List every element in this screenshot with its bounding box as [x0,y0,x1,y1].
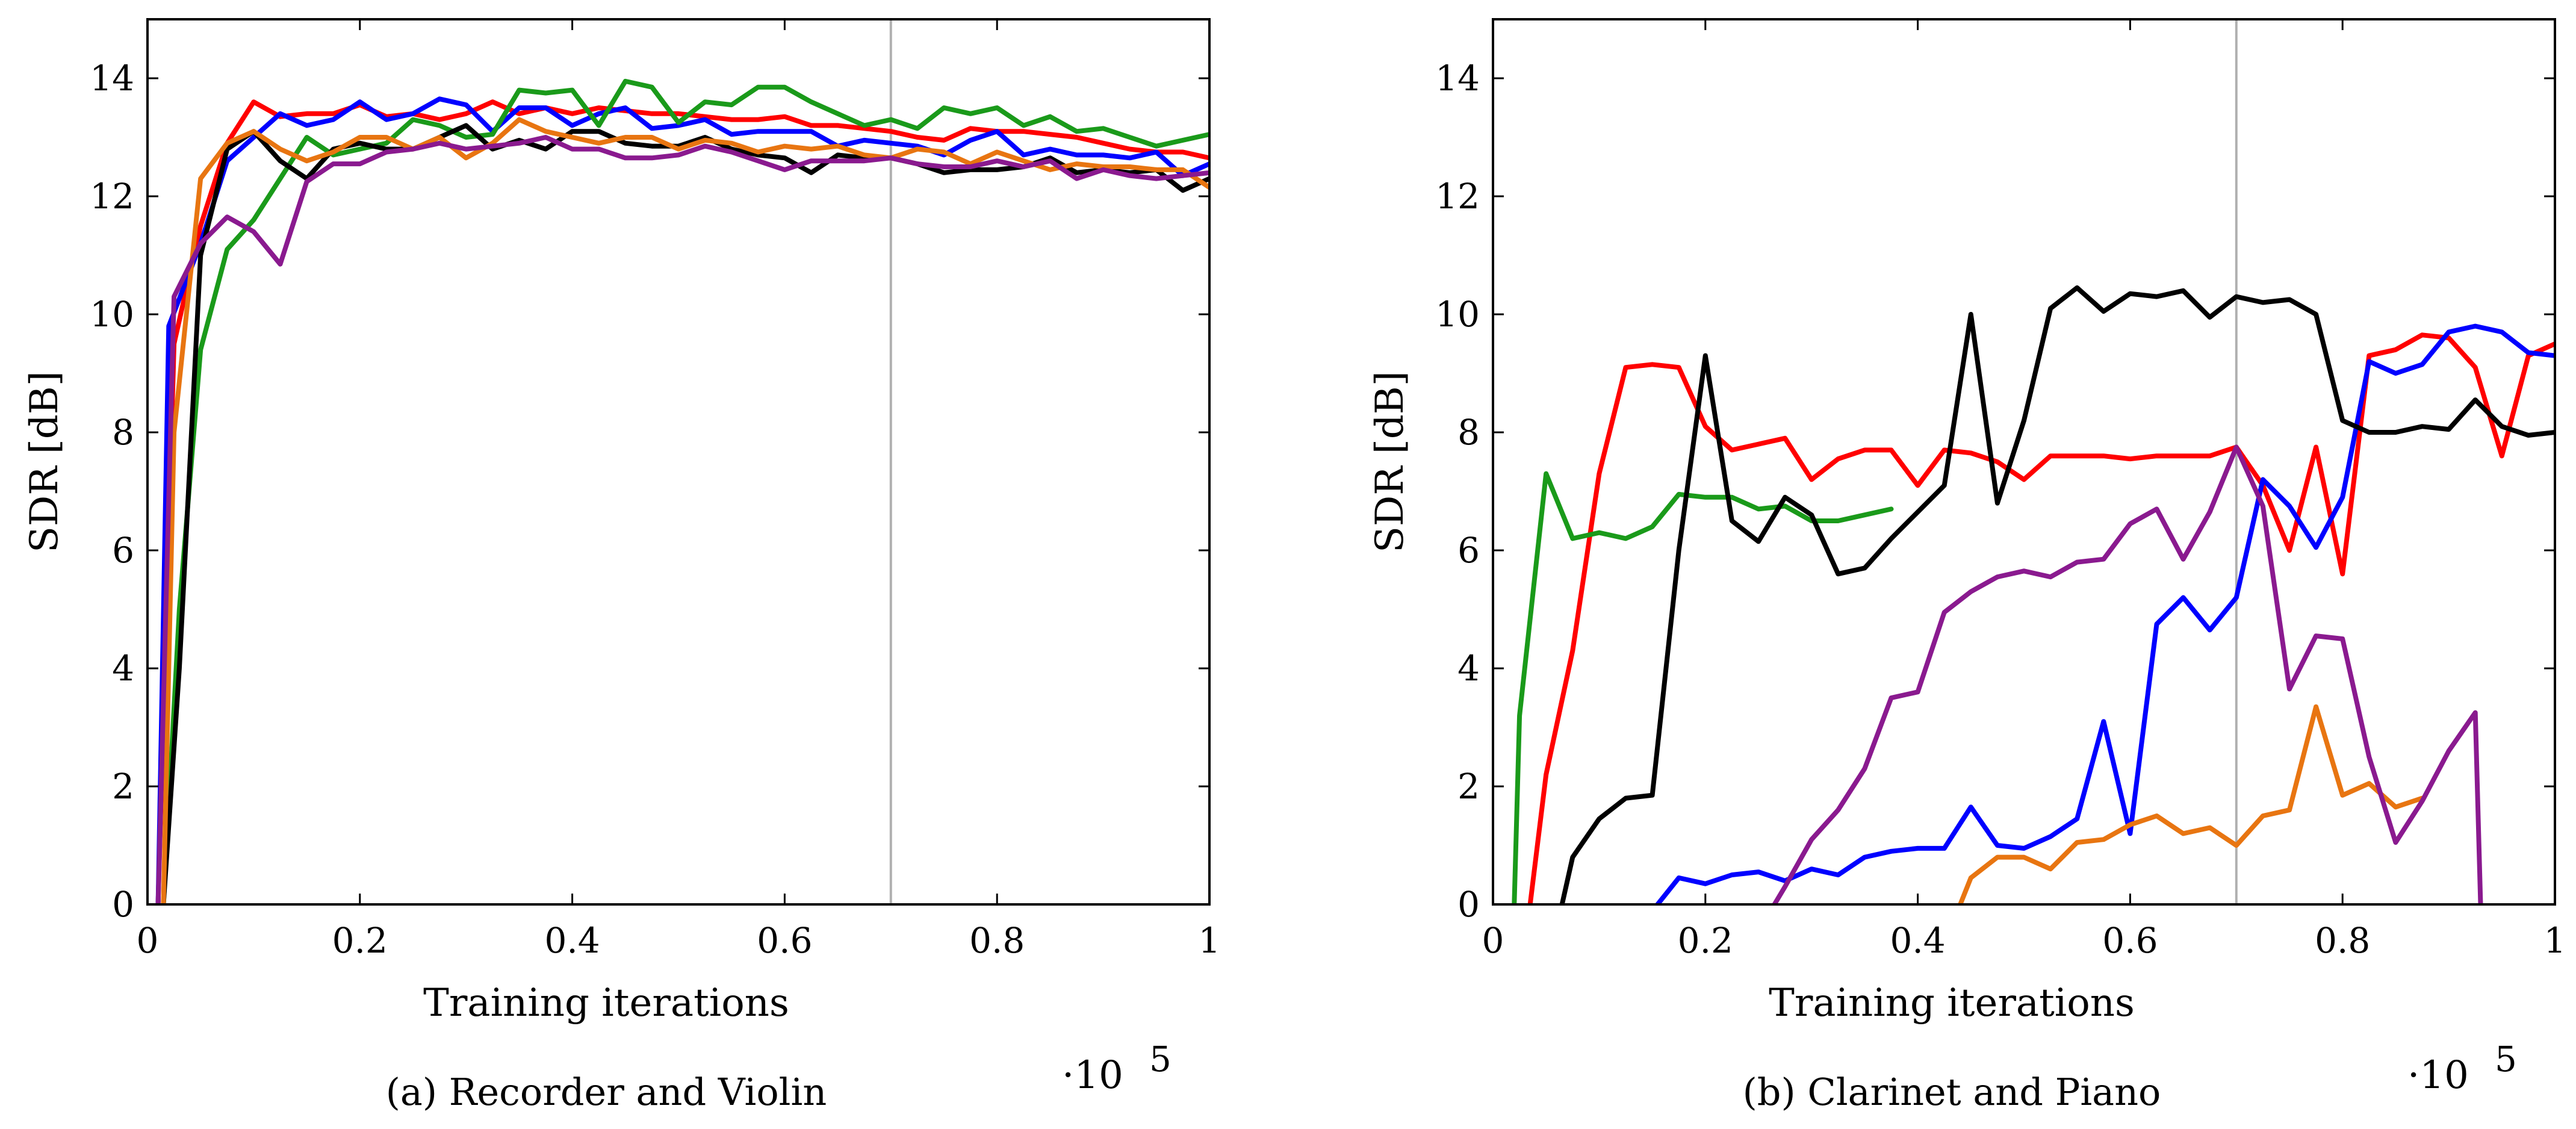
series-line-4 [161,123,1209,904]
subfigure-caption: (a) Recorder and Violin [386,1070,827,1114]
plot-frame [146,18,1211,906]
subfigure-caption: (b) Clarinet and Piano [1743,1070,2161,1114]
x-tick-label: 0.4 [544,920,600,961]
x-multiplier-exponent: 5 [2495,1039,2517,1080]
x-tick-label: 0 [137,920,159,961]
series-line-5 [161,117,1209,904]
x-tick-label: 0.8 [2315,920,2370,961]
y-tick-label: 8 [1457,412,1480,453]
series-line-2 [1655,323,2555,904]
y-tick-label: 14 [1435,58,1480,99]
y-tick-label: 6 [112,530,134,571]
x-tick-label: 0.8 [969,920,1025,961]
x-tick-label: 1 [2544,920,2566,961]
series-line-6 [155,135,1209,904]
y-tick-label: 12 [1435,176,1480,217]
x-tick-label: 1 [1199,920,1221,961]
series-line-1 [155,99,1209,904]
x-multiplier: ·10 [1062,1053,1123,1098]
y-tick-label: 14 [90,58,134,99]
y-tick-label: 0 [1457,884,1480,925]
y-axis-label: SDR [dB] [22,371,67,553]
y-axis-label: SDR [dB] [1368,371,1412,553]
series-line-3 [1512,471,1894,904]
x-multiplier: ·10 [2407,1053,2469,1098]
series-line-2 [155,96,1209,904]
y-tick-label: 0 [112,884,134,925]
x-tick-label: 0.4 [1890,920,1945,961]
x-tick-label: 0.6 [2102,920,2158,961]
y-tick-label: 8 [112,412,134,453]
y-tick-label: 4 [1457,648,1480,689]
x-tick-label: 0.2 [332,920,388,961]
series-line-4 [1559,285,2555,904]
y-tick-label: 6 [1457,530,1480,571]
y-tick-label: 2 [1457,766,1480,807]
series-line-5 [1958,704,2425,904]
x-multiplier-exponent: 5 [1149,1039,1172,1080]
x-axis-label: Training iterations [1769,981,2135,1025]
plot-frame [1492,18,2556,906]
y-tick-label: 2 [112,766,134,807]
series-line-1 [1527,332,2555,904]
series-line-6 [1772,444,2483,904]
y-tick-label: 4 [112,648,134,689]
y-tick-label: 12 [90,176,134,217]
x-axis-label: Training iterations [423,981,789,1025]
x-tick-label: 0 [1482,920,1504,961]
series-line-3 [161,78,1209,904]
x-tick-label: 0.2 [1678,920,1733,961]
y-tick-label: 10 [90,294,134,335]
y-tick-label: 10 [1435,294,1480,335]
x-tick-label: 0.6 [757,920,812,961]
